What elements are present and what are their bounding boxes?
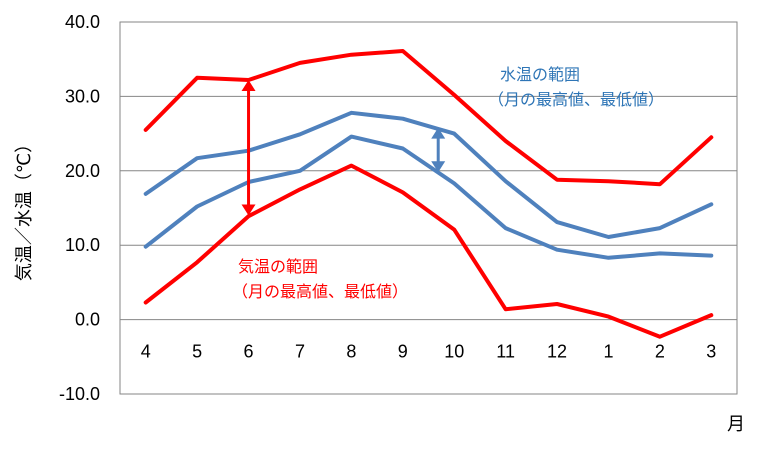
range-arrows (241, 80, 446, 216)
annotation-line: （月の最高値、最低値） (488, 90, 664, 109)
x-tick-label: 4 (141, 342, 151, 362)
annotation-line: 水温の範囲 (500, 65, 580, 84)
y-tick-label: 0.0 (75, 310, 100, 330)
series-line-4 (143, 134, 714, 260)
series-line-2 (143, 163, 714, 339)
y-tick-label: 30.0 (65, 86, 100, 106)
series-lines (143, 49, 714, 339)
annotation-line: 気温の範囲 (238, 257, 318, 276)
range-arrow-head-bottom (431, 161, 446, 173)
x-axis-title: 月 (727, 414, 745, 435)
x-tick-labels: 4 5 6 7 8 9 10 11 12 1 2 3 (141, 342, 717, 362)
y-tick-label: -10.0 (59, 384, 100, 404)
annotations: 水温の範囲 （月の最高値、最低値） 気温の範囲 （月の最高値、最低値） (232, 65, 664, 301)
x-tick-label: 2 (655, 342, 665, 362)
series-line-3 (143, 110, 714, 239)
range-arrow-head-bottom (241, 204, 256, 216)
y-tick-label: 20.0 (65, 161, 100, 181)
x-tick-label: 10 (444, 342, 464, 362)
x-tick-label: 12 (547, 342, 567, 362)
range-arrow (241, 80, 256, 216)
x-tick-label: 11 (496, 342, 515, 362)
x-tick-label: 9 (398, 342, 408, 362)
x-tick-label: 8 (346, 342, 356, 362)
x-tick-label: 6 (244, 342, 254, 362)
y-tick-label: 10.0 (65, 235, 100, 255)
range-arrow (431, 127, 446, 173)
annotation-2: 気温の範囲 （月の最高値、最低値） (232, 257, 408, 301)
annotation-line: （月の最高値、最低値） (232, 282, 408, 301)
x-tick-label: 7 (295, 342, 305, 362)
series-line-1 (143, 49, 714, 187)
y-axis-title: 気温／水温（℃） (14, 135, 35, 281)
range-arrow-head-top (431, 127, 446, 139)
x-tick-label: 1 (603, 342, 613, 362)
y-tick-label: 40.0 (65, 12, 100, 32)
y-tick-labels: 40.0 30.0 20.0 10.0 0.0 -10.0 (59, 12, 100, 404)
range-arrow-head-top (241, 80, 256, 92)
annotation-1: 水温の範囲 （月の最高値、最低値） (488, 65, 664, 109)
plot-frame (119, 21, 738, 395)
x-tick-label: 3 (706, 342, 716, 362)
x-tick-label: 5 (192, 342, 202, 362)
